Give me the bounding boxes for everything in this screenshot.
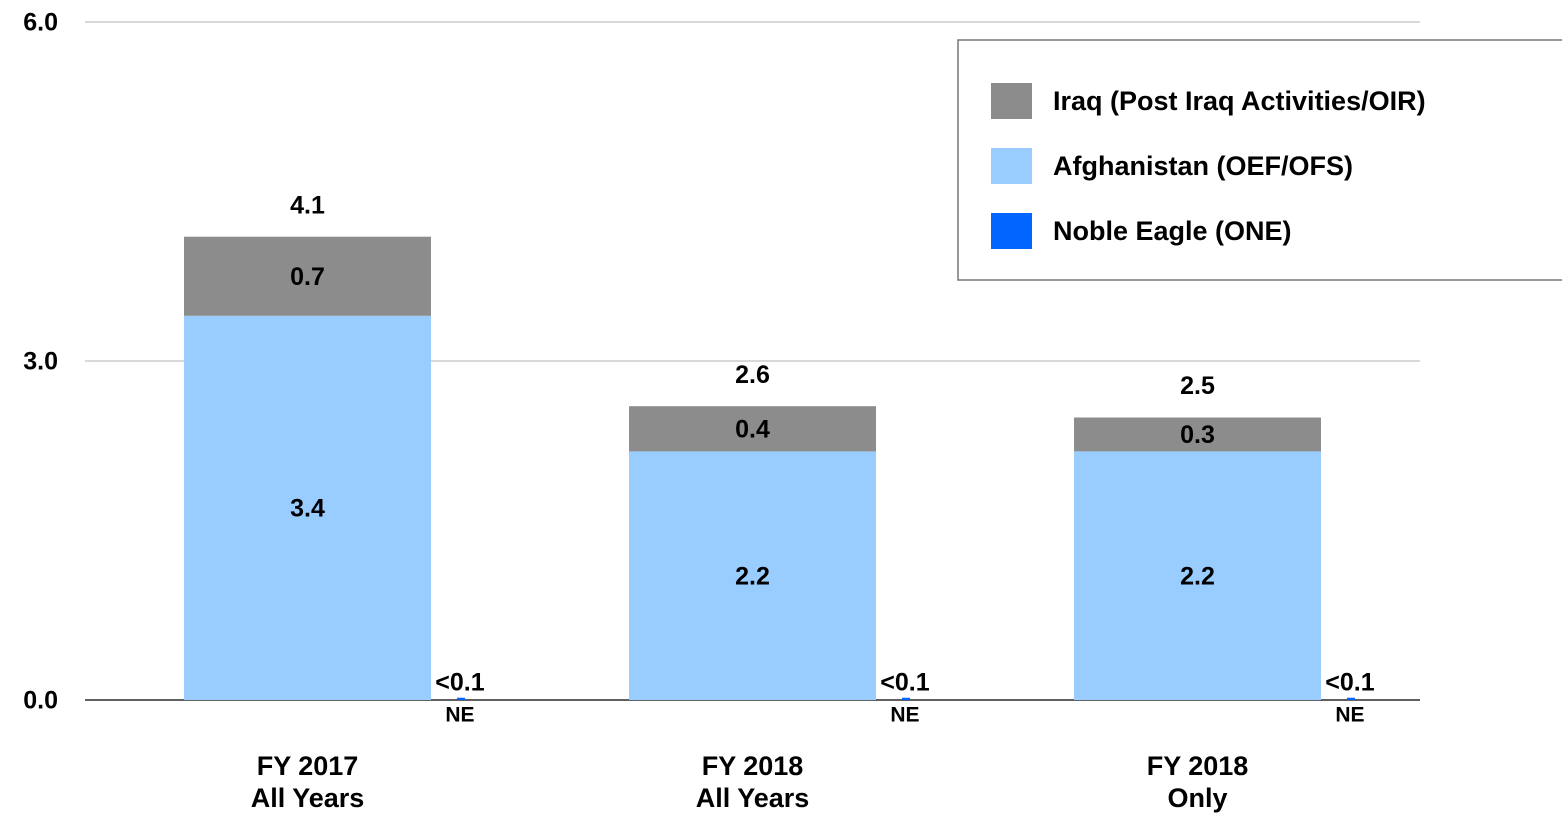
value-label: 3.4 [290,495,325,523]
bar-segment [184,315,431,700]
value-label: 2.2 [735,562,770,590]
bar [1346,697,1355,700]
legend-swatch [991,213,1032,249]
series-short-label: NE [890,704,919,727]
bar-segment [1074,451,1321,700]
value-label: <0.1 [880,669,929,697]
bar-segment [629,451,876,700]
x-tick-label: FY 2018 [1147,751,1249,781]
legend-box [957,39,1562,281]
total-label: 4.1 [290,191,325,219]
value-label: 0.7 [290,263,325,291]
legend-label: Afghanistan (OEF/OFS) [1053,151,1353,181]
y-tick-label: 6.0 [23,9,58,37]
legend-label: Iraq (Post Iraq Activities/OIR) [1053,86,1426,116]
bar-segment [1074,417,1321,452]
bar-segment [184,236,431,316]
x-tick-label: All Years [696,783,810,813]
value-label: 0.4 [735,415,770,443]
bar [901,697,910,700]
legend-swatch [991,83,1032,119]
bar [456,697,465,700]
series-short-label: NE [445,704,474,727]
series-short-label: NE [1335,704,1364,727]
value-label: 0.3 [1180,421,1215,449]
total-label: 2.5 [1180,372,1215,400]
y-tick-label: 0.0 [23,687,58,715]
x-tick-label: FY 2018 [702,751,804,781]
x-tick-label: Only [1167,783,1227,813]
value-label: 2.2 [1180,562,1215,590]
y-tick-label: 3.0 [23,348,58,376]
legend-swatch [991,148,1032,184]
value-label: <0.1 [1325,669,1374,697]
x-tick-label: All Years [251,783,365,813]
legend-label: Noble Eagle (ONE) [1053,216,1292,246]
bar-segment [629,406,876,452]
total-label: 2.6 [735,361,770,389]
value-label: <0.1 [435,669,484,697]
x-tick-label: FY 2017 [257,751,359,781]
